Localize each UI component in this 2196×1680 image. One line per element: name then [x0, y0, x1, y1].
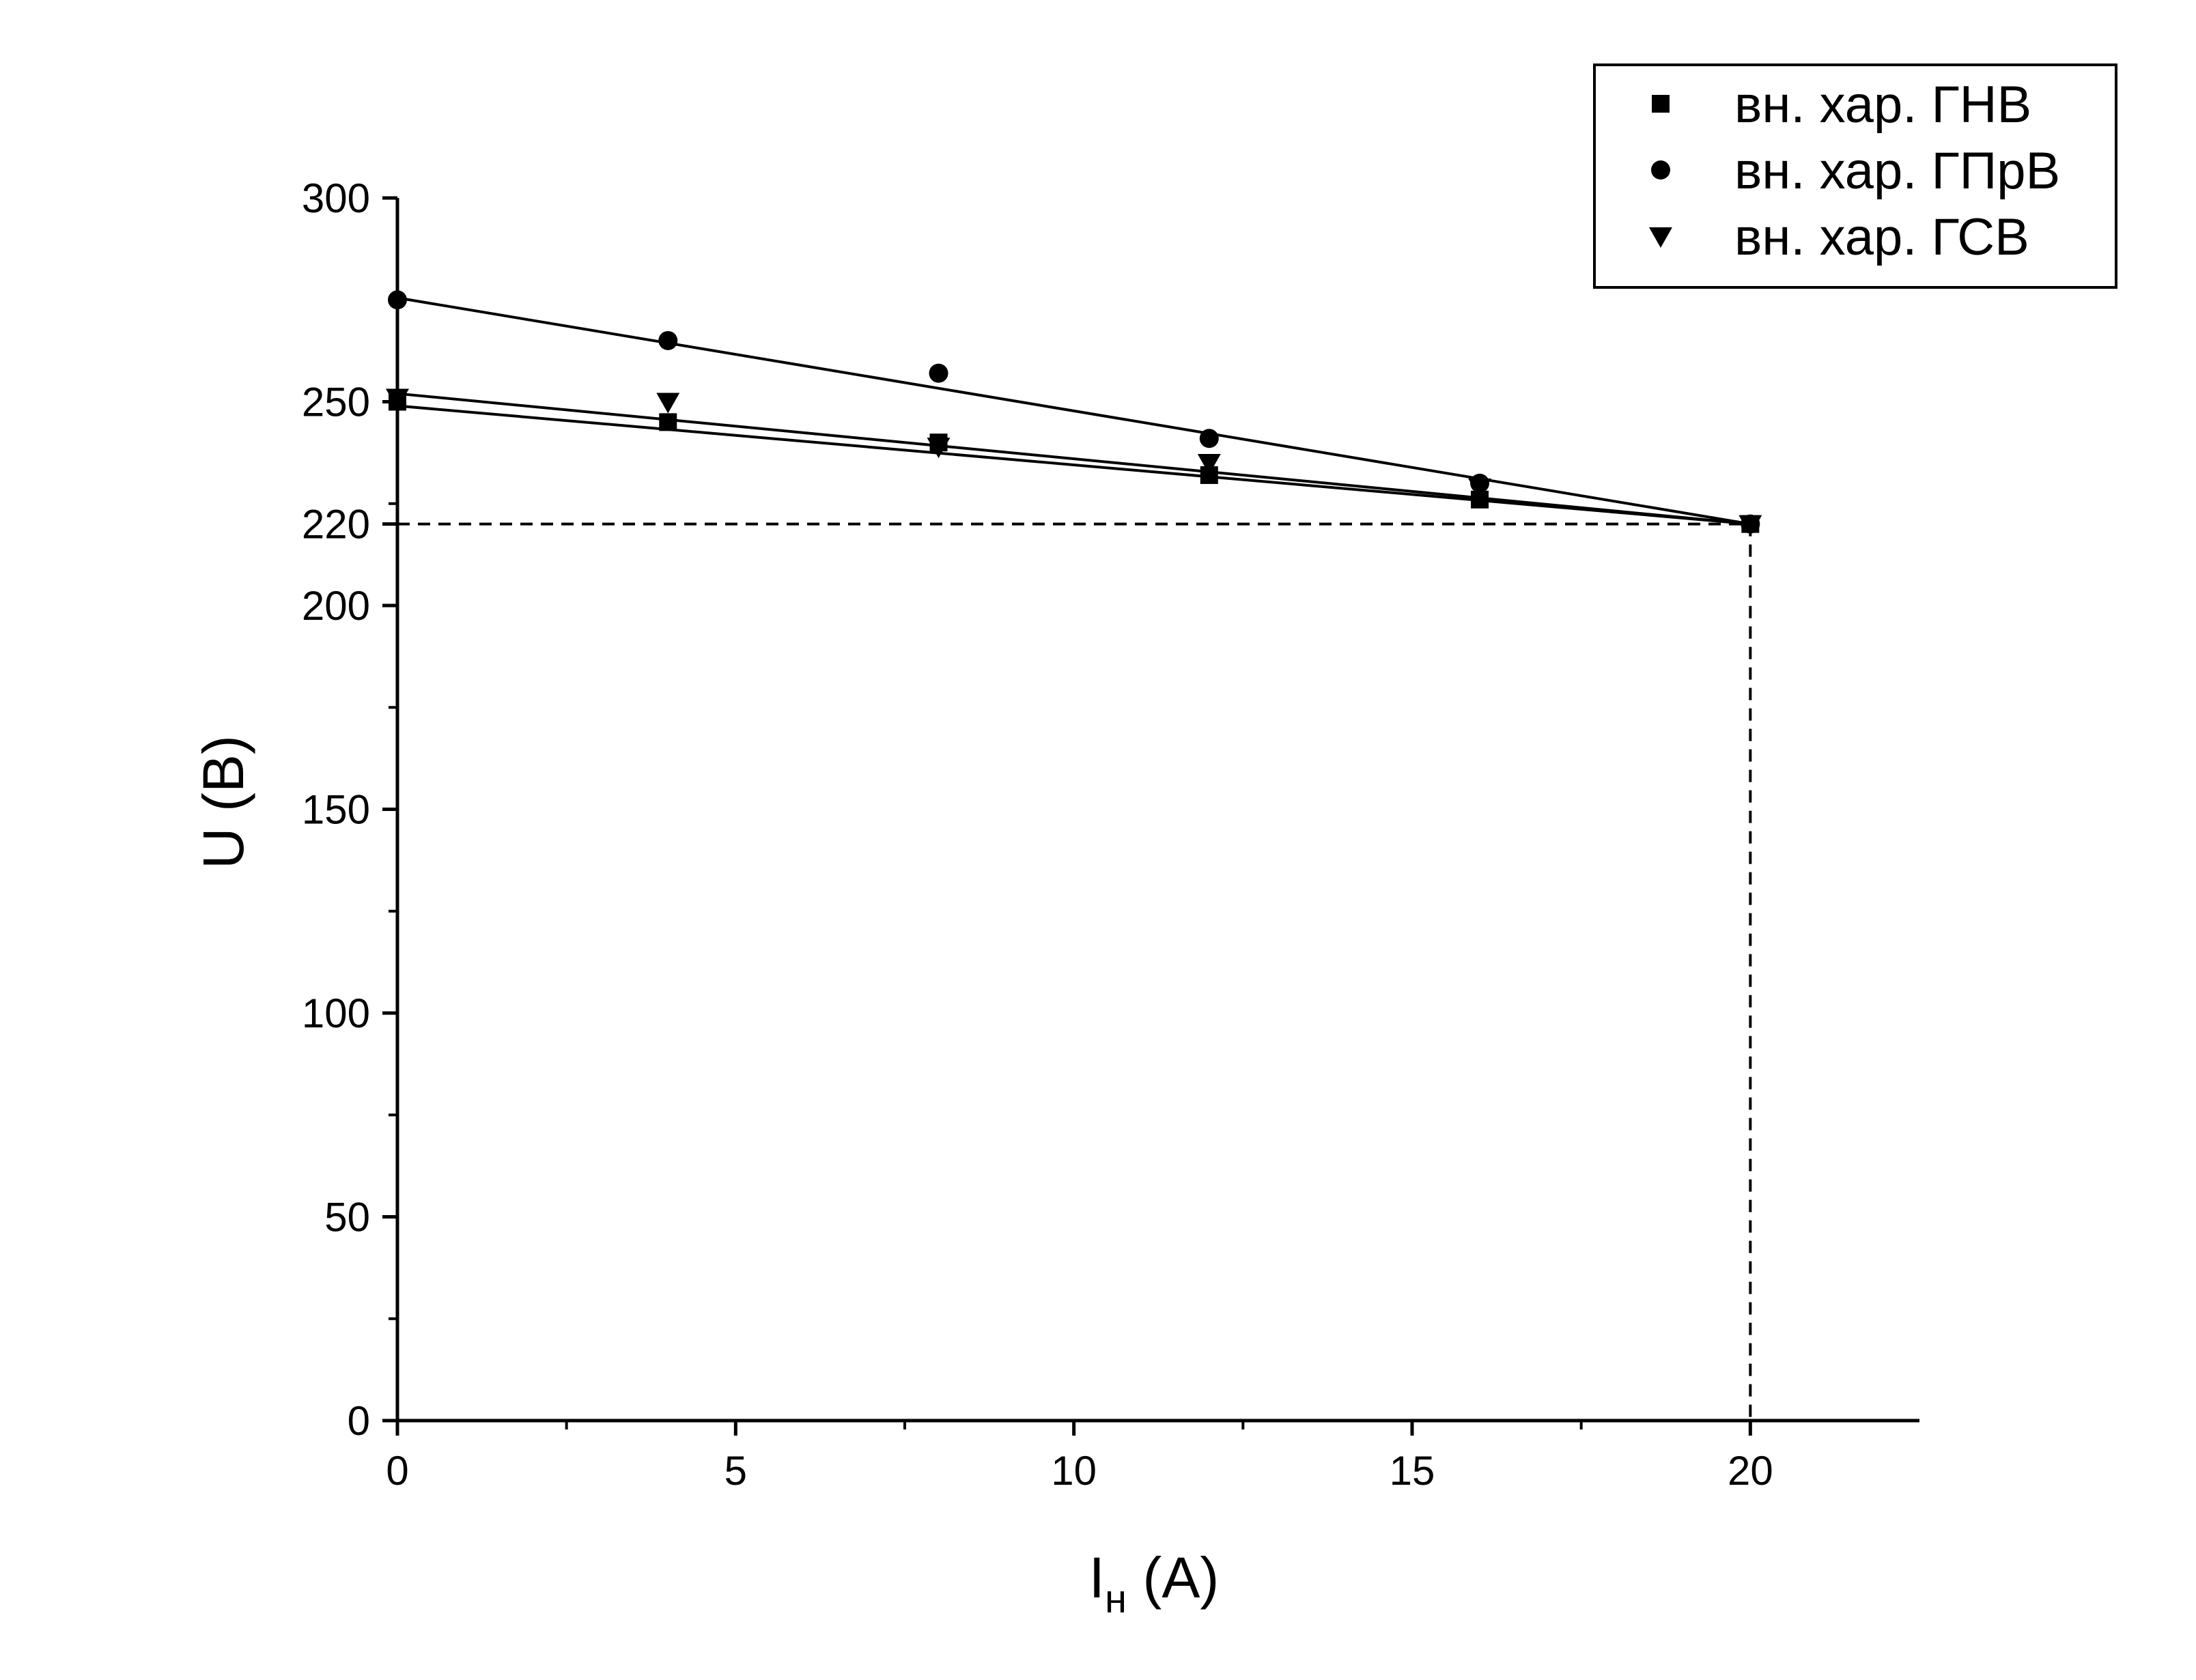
x-axis-title-subscript: н	[1105, 1577, 1127, 1621]
data-point-series-1-3	[1199, 429, 1219, 449]
reference-lines	[397, 522, 1752, 1421]
axes	[395, 198, 1919, 1423]
x-axis-title: Iн (А)	[1089, 1546, 1220, 1621]
legend: вн. хар. ГНВ вн. хар. ГПрВ вн. хар. ГСВ	[1593, 63, 2117, 289]
data-point-series-1-1	[658, 330, 678, 350]
legend-marker-series-2	[1649, 227, 1672, 248]
y-axis-title: U (В)	[191, 735, 255, 869]
fit-line-series-0	[397, 404, 1751, 526]
legend-marker-series-0	[1652, 95, 1670, 113]
y-tick-label-0: 0	[348, 1398, 370, 1444]
legend-label-series-2: вн. хар. ГСВ	[1734, 208, 2029, 266]
y-tick-label-300: 300	[302, 175, 370, 221]
x-tick-label-0: 0	[386, 1448, 408, 1494]
fit-line-series-1	[397, 296, 1751, 526]
y-tick-label-250: 250	[302, 380, 370, 425]
x-axis-title-unit: (А)	[1127, 1546, 1219, 1610]
data-point-series-2-5	[1738, 515, 1762, 536]
legend-box	[1593, 63, 2117, 289]
x-tick-label-10: 10	[1051, 1448, 1097, 1494]
data-point-series-0-1	[659, 413, 677, 431]
data-point-series-2-3	[1197, 454, 1221, 475]
legend-label-series-0: вн. хар. ГНВ	[1734, 76, 2031, 134]
y-tick-label-50: 50	[324, 1195, 370, 1240]
data-point-series-2-4	[1468, 478, 1492, 499]
y-tick-label-100: 100	[302, 991, 370, 1036]
x-tick-label-5: 5	[724, 1448, 747, 1494]
legend-label-series-1: вн. хар. ГПрВ	[1734, 142, 2060, 200]
fit-lines	[397, 296, 1751, 526]
data-point-series-2-2	[927, 438, 951, 459]
x-tick-label-20: 20	[1728, 1448, 1773, 1494]
data-markers	[386, 290, 1762, 536]
data-point-series-2-0	[386, 388, 409, 410]
x-axis-title-main: I	[1089, 1546, 1105, 1610]
data-point-series-1-2	[929, 363, 948, 383]
data-point-series-1-0	[388, 290, 407, 310]
y-tick-label-200: 200	[302, 583, 370, 629]
fit-line-series-2	[397, 392, 1751, 526]
legend-marker-series-1	[1651, 160, 1670, 180]
y-tick-label-220: 220	[302, 502, 370, 547]
y-tick-label-150: 150	[302, 787, 370, 833]
x-tick-label-15: 15	[1390, 1448, 1435, 1494]
data-point-series-2-1	[656, 393, 680, 414]
